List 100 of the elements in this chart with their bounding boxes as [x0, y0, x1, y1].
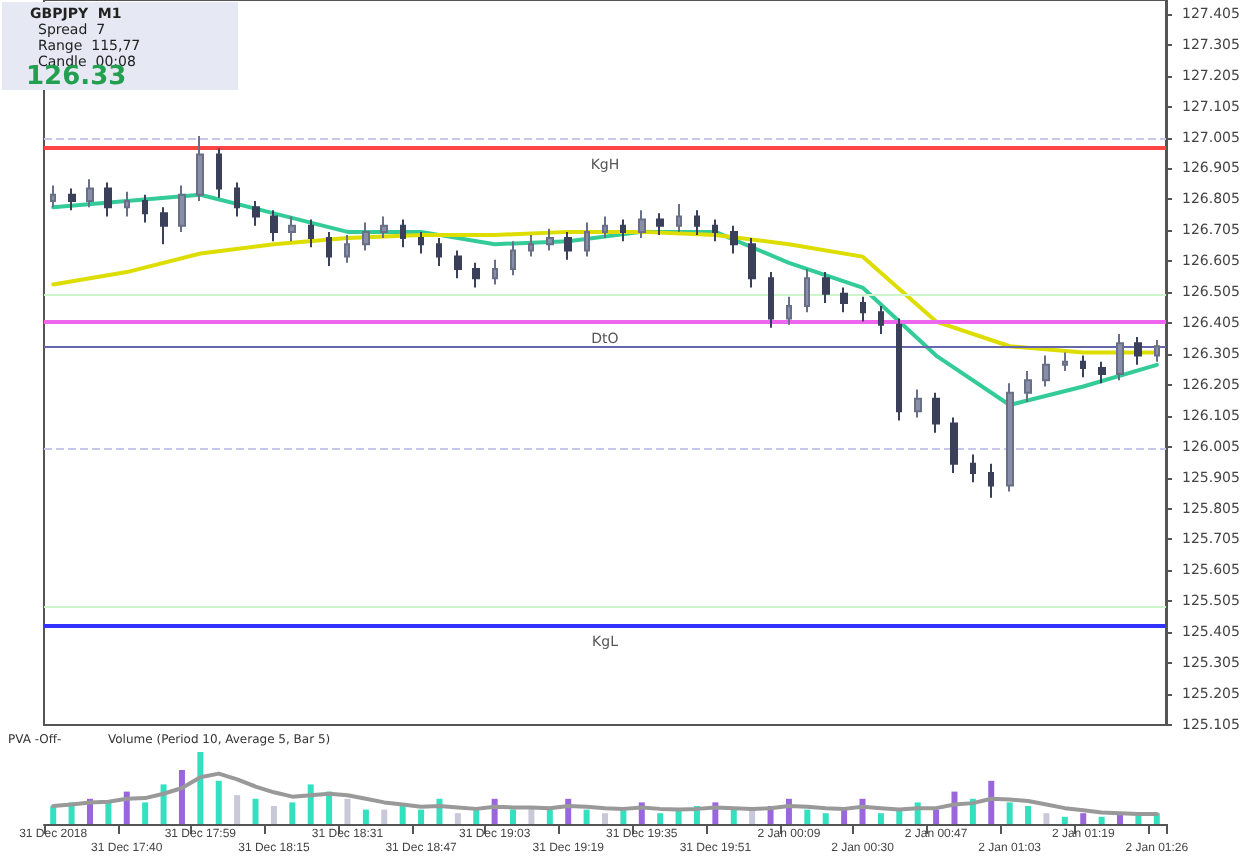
bar [197, 752, 204, 824]
bar [307, 784, 314, 824]
bar [215, 780, 222, 824]
bar [270, 806, 277, 824]
candlestick [730, 224, 738, 255]
bar [1006, 802, 1013, 824]
candlestick [252, 199, 260, 227]
bar [841, 809, 848, 824]
bar [988, 780, 995, 824]
bar [1043, 813, 1050, 824]
candlestick [768, 271, 774, 329]
bar [804, 809, 811, 824]
candlestick [308, 218, 314, 249]
candlestick [564, 230, 572, 261]
candlestick [1062, 351, 1068, 372]
bar [583, 809, 590, 824]
candlestick [1098, 360, 1106, 385]
bar [877, 813, 884, 824]
bar [381, 809, 388, 824]
candlestick [68, 187, 76, 212]
bar [473, 809, 480, 824]
candlestick [786, 295, 792, 326]
candlestick [1042, 354, 1050, 388]
line-series [51, 192, 1159, 408]
candlestick [988, 462, 994, 499]
candlestick [638, 209, 646, 240]
candlestick [1080, 354, 1086, 379]
bar [289, 802, 296, 824]
candlestick [804, 267, 810, 314]
candlestick [400, 218, 406, 249]
candlestick [602, 215, 608, 240]
bar [399, 806, 406, 824]
candlestick [142, 193, 148, 224]
candlestick [1024, 370, 1032, 403]
candlestick [1134, 335, 1142, 366]
candlestick [676, 203, 682, 233]
bar [1025, 806, 1032, 824]
candlestick [528, 233, 534, 258]
candlestick [896, 317, 902, 422]
candlestick [546, 227, 554, 252]
candlestick [840, 286, 848, 314]
bar [546, 809, 553, 824]
candlestick [216, 147, 222, 199]
candlestick [492, 258, 498, 286]
candlestick [288, 215, 296, 243]
candlestick [234, 181, 240, 218]
candlestick [196, 135, 204, 202]
candlestick [50, 184, 56, 209]
candlestick [510, 240, 516, 277]
bar [730, 809, 737, 824]
bar [620, 809, 627, 824]
bar [344, 798, 351, 824]
candlestick [950, 416, 958, 475]
candlestick [326, 230, 332, 267]
candlestick [878, 305, 884, 335]
candlestick [620, 218, 626, 243]
bar [657, 813, 664, 824]
candlestick [104, 181, 112, 218]
candlestick [86, 178, 94, 209]
candlestick [270, 209, 278, 243]
candlestick [712, 218, 718, 243]
bar [50, 806, 57, 824]
bar [510, 809, 517, 824]
bar [749, 809, 756, 824]
candlestick [362, 221, 370, 252]
bar [454, 813, 461, 824]
bar [252, 798, 259, 824]
candlestick [914, 388, 922, 419]
candlestick [1154, 339, 1160, 363]
candlestick [472, 261, 480, 289]
candlestick [584, 221, 590, 258]
bar [234, 795, 241, 824]
bar [602, 813, 608, 824]
bar [933, 809, 940, 824]
candlestick [860, 295, 866, 323]
bar [1098, 816, 1105, 824]
annotation: 126.33 [26, 62, 127, 92]
candlestick [380, 215, 388, 240]
candlestick [1006, 382, 1014, 493]
bar [178, 770, 185, 824]
candlestick [124, 190, 130, 218]
bar [1080, 813, 1087, 824]
bar [142, 802, 149, 824]
bar [418, 809, 425, 824]
candlestick [656, 212, 664, 236]
bar [822, 813, 829, 824]
candlestick [436, 237, 442, 267]
candlestick [418, 230, 424, 255]
bar [105, 802, 112, 824]
candlestick [178, 184, 186, 233]
line-series [51, 229, 1159, 355]
candlestick [748, 237, 756, 289]
bar [362, 809, 369, 824]
candlestick [932, 391, 940, 434]
candlestick [970, 453, 976, 484]
candlestick [1116, 332, 1124, 382]
candlestick [160, 206, 168, 246]
candlestick [694, 209, 700, 236]
candlestick [344, 233, 350, 264]
candlestick [822, 271, 830, 304]
